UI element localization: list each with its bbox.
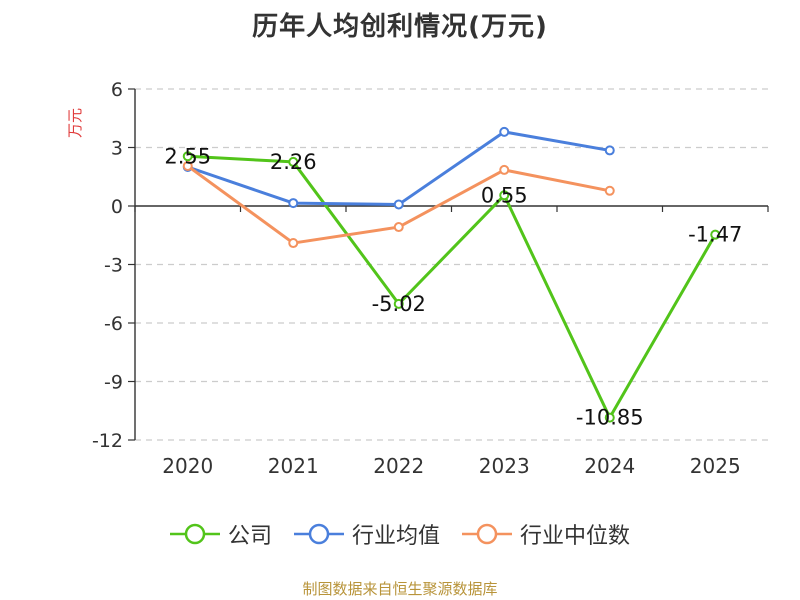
data-point [182,161,193,172]
y-tick-label: -9 [104,372,123,394]
chart-title: 历年人均创利情况(万元) [252,12,548,42]
legend-label: 公司 [227,524,272,549]
x-tick-label: 2020 [162,454,213,478]
axes: 6 3 0 -3 -6 -9 -12 2020 2021 2022 2023 2024 2025 [92,79,769,478]
legend: 公司 行业均值 行业中位数 [0,518,800,550]
data-labels: 2.55 2.26 -5.02 0.55 -10.85 -1.47 [164,144,742,429]
y-tick-label: 0 [111,196,123,218]
data-point [604,185,615,196]
x-tick-label: 2021 [268,454,319,478]
series-line-1 [187,130,611,206]
y-tick-label: -3 [104,255,123,277]
legend-label: 行业中位数 [520,524,631,549]
data-point [710,229,721,240]
data-point [393,298,404,309]
data-point [288,238,299,249]
data-point [499,126,510,137]
y-tick-label: 6 [111,79,123,101]
x-tick-label: 2023 [479,454,530,478]
x-tick-label: 2024 [584,454,635,478]
x-tick-label: 2025 [690,454,741,478]
data-label: 0.55 [481,183,528,207]
y-tick-label: -6 [104,313,123,335]
y-axis-label: 万元 [66,108,84,138]
series-lines [182,126,721,423]
data-point [393,222,404,233]
data-point [288,198,299,209]
data-label: -1.47 [688,223,742,247]
legend-item[interactable]: 公司 [169,518,272,550]
data-point [288,156,299,167]
data-point [604,412,615,423]
legend-item[interactable]: 行业均值 [293,518,440,550]
legend-item[interactable]: 行业中位数 [462,518,630,550]
y-tick-label: 3 [111,138,123,160]
source-note: 制图数据来自恒生聚源数据库 [302,580,498,598]
legend-label: 行业均值 [351,524,440,549]
legend-marker-icon [462,523,512,545]
data-point [499,164,510,175]
data-point [604,145,615,156]
data-point [393,199,404,210]
data-label: 2.55 [164,144,211,168]
x-tick-label: 2022 [373,454,424,478]
data-label: 2.26 [270,150,317,174]
series-line-0 [187,154,717,420]
gridlines [135,88,768,441]
legend-marker-icon [293,523,344,545]
data-label: -10.85 [576,406,644,430]
y-tick-label: -12 [92,430,123,452]
legend-marker-icon [169,523,220,545]
data-label: -5.02 [372,292,426,316]
data-point [499,190,510,201]
data-point [182,151,193,162]
